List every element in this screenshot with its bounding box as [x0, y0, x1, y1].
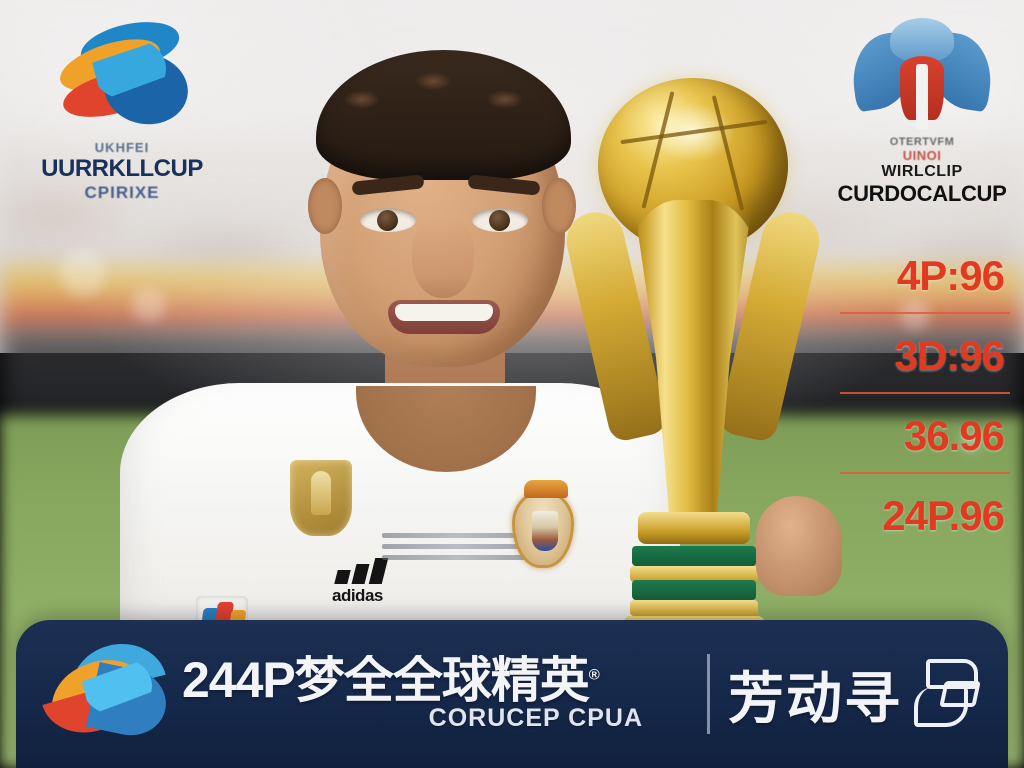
club-crest-icon [512, 480, 574, 568]
banner-right-block: 芳动寻 [728, 654, 986, 735]
banner-main-title: 244P梦全全球精英® [182, 655, 689, 706]
player-ear-left [308, 178, 342, 234]
adidas-wordmark: adidas [332, 586, 383, 605]
player-nose [412, 218, 474, 298]
stat-value: 3D:96 [894, 332, 1005, 379]
abstract-ribbon-mark-icon [912, 657, 986, 731]
trophy-malachite-ring [632, 546, 756, 566]
bokeh-dot [900, 300, 930, 330]
emblem-crown [890, 18, 954, 62]
player-eye-left [360, 208, 416, 232]
logo-top-left[interactable]: UKHFEI UURRKLLCUP CPIRIXE [22, 14, 222, 208]
iris [377, 210, 398, 231]
fifa-champions-badge-icon [290, 460, 352, 536]
logo-top-left-line3: CPIRIXE [84, 183, 160, 202]
stat-row[interactable]: 3D:96 [840, 328, 1010, 408]
stat-divider [840, 392, 1010, 394]
player-hand [756, 496, 842, 596]
adidas-logo: adidas [332, 558, 422, 606]
logo-top-left-line2: UURRKLLCUP [41, 155, 203, 182]
banner-text-block: 244P梦全全球精英® CORUCEP CPUA [170, 655, 689, 733]
bottom-banner: 244P梦全全球精英® CORUCEP CPUA 芳动寻 [16, 620, 1008, 768]
stat-row[interactable]: 36.96 [840, 408, 1010, 488]
banner-right-text: 芳动寻 [728, 666, 902, 730]
world-cup-trophy [560, 60, 842, 646]
stat-divider [840, 312, 1010, 314]
player-eye-right [472, 208, 528, 232]
jersey-print-text [382, 533, 532, 575]
logo-top-right-line1: OTERTVFM [889, 136, 955, 148]
stat-list: 4P:96 3D:96 36.96 24P.96 [840, 248, 1010, 568]
logo-top-right-line2: UINOI [902, 148, 942, 163]
stat-divider [840, 472, 1010, 474]
logo-top-right-line3: WIRLCLIP [881, 163, 963, 180]
player-teeth [395, 304, 493, 321]
stat-row[interactable]: 4P:96 [840, 248, 1010, 328]
banner-subtitle: CORUCEP CPUA [428, 704, 643, 732]
stat-row[interactable]: 24P.96 [840, 488, 1010, 568]
iris [489, 210, 510, 231]
trophy-malachite-ring [632, 580, 756, 600]
stat-value: 36.96 [903, 412, 1005, 459]
banner-swirl-icon[interactable] [38, 634, 173, 753]
emblem-stem [916, 64, 928, 130]
trophy-base-top [638, 512, 750, 544]
player-photo: adidas Fly [120, 28, 680, 664]
emblem-icon [847, 12, 997, 136]
logo-top-right[interactable]: OTERTVFM UINOI WIRLCLIP CURDOCALCUP [832, 12, 1012, 212]
banner-divider [707, 654, 710, 734]
logo-top-left-line1: UKHFEI [94, 140, 150, 155]
logo-top-right-line4: CURDOCALCUP [837, 181, 1007, 206]
player-hair [316, 50, 571, 180]
swirl-icon [52, 14, 194, 136]
registered-mark: ® [588, 666, 600, 684]
bokeh-dot [60, 250, 106, 296]
bokeh-dot [960, 430, 982, 452]
player-mouth [388, 300, 500, 334]
stat-value: 24P.96 [882, 492, 1005, 539]
bokeh-dot [132, 288, 166, 322]
stat-value: 4P:96 [896, 252, 1005, 299]
banner-main-title-text: 244P梦全全球精英 [182, 655, 590, 706]
trophy-gold-ring [630, 566, 758, 582]
trophy-gold-ring [630, 600, 758, 616]
